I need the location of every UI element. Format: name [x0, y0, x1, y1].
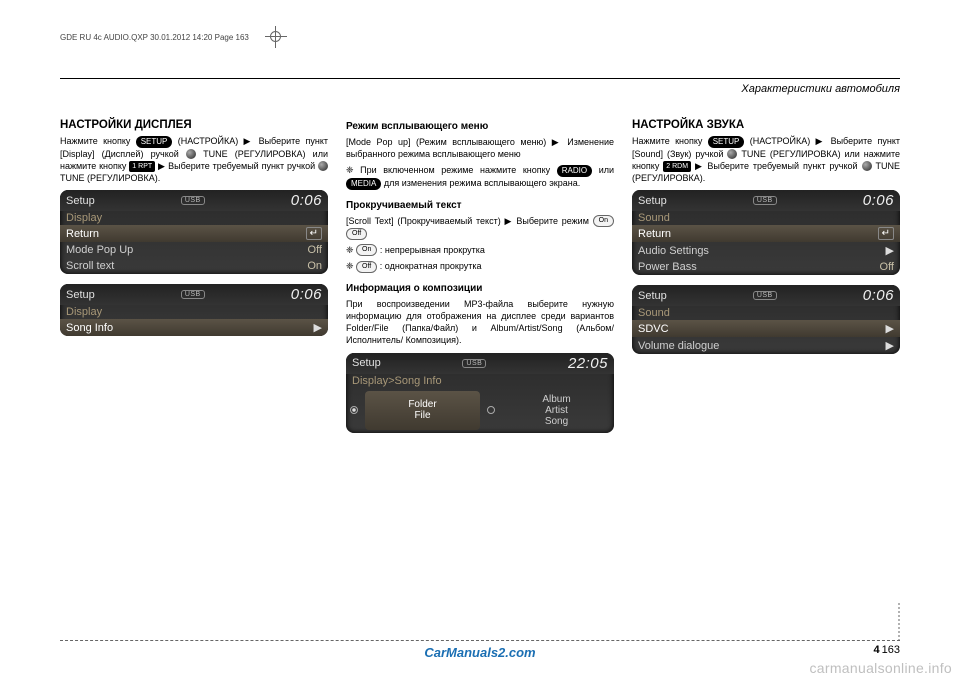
menu-row: Song Info ▶	[60, 319, 328, 336]
chevron-right-icon: ▶	[886, 244, 894, 257]
rpt-button-label: 1 RPT	[129, 161, 155, 172]
off-pill: Off	[356, 261, 377, 273]
rdm-button-label: 2 RDM	[663, 161, 691, 172]
col2-para-a: [Mode Pop up] (Режим всплывающего меню) …	[346, 136, 614, 160]
setup-button-label: SETUP	[708, 136, 745, 148]
menu-row: Mode Pop Up Off	[60, 242, 328, 258]
tune-knob-icon	[318, 161, 328, 171]
col2-para-b: ❈ При включенном режиме нажмите кнопку R…	[346, 164, 614, 189]
chevron-right-icon: ▶	[886, 339, 894, 352]
col1-paragraph: Нажмите кнопку SETUP (НАСТРОЙКА) ▶ Выбер…	[60, 135, 328, 184]
display-screen-4: Setup USB 0:06 Sound Return ↵ Audio Sett…	[632, 190, 900, 275]
radio-button-label: RADIO	[557, 165, 592, 177]
column-1: НАСТРОЙКИ ДИСПЛЕЯ Нажмите кнопку SETUP (…	[60, 111, 328, 443]
col2-para-d: ❈ On : непрерывная прокрутка	[346, 244, 614, 257]
usb-icon: USB	[462, 359, 486, 368]
page-header-text: Характеристики автомобиля	[741, 83, 900, 95]
menu-row: Audio Settings ▶	[632, 242, 900, 259]
menu-row: Power Bass Off	[632, 259, 900, 275]
display-screen-1: Setup USB 0:06 Display Return ↵ Mode Pop…	[60, 190, 328, 274]
songinfo-option-album: AlbumArtistSong	[499, 388, 614, 433]
menu-row: SDVC ▶	[632, 320, 900, 337]
col2-heading-c: Информация о композиции	[346, 283, 614, 294]
display-screen-2: Setup USB 0:06 Display Song Info ▶	[60, 284, 328, 336]
page-header: Характеристики автомобиля	[60, 79, 900, 105]
col3-paragraph: Нажмите кнопку SETUP (НАСТРОЙКА) ▶ Выбер…	[632, 135, 900, 184]
page-frame: Характеристики автомобиля НАСТРОЙКИ ДИСП…	[60, 78, 900, 638]
col1-heading: НАСТРОЙКИ ДИСПЛЕЯ	[60, 119, 328, 131]
menu-row: Return ↵	[632, 225, 900, 242]
on-pill: On	[593, 215, 614, 227]
usb-icon: USB	[181, 196, 205, 205]
tune-knob-icon	[186, 149, 196, 159]
radio-selected-icon	[350, 406, 358, 414]
usb-icon: USB	[753, 196, 777, 205]
col2-para-c: [Scroll Text] (Прокручиваемый текст) ▶ В…	[346, 215, 614, 240]
menu-row: Return ↵	[60, 225, 328, 242]
page-number: 4163	[874, 644, 900, 656]
menu-row: Scroll text On	[60, 258, 328, 274]
print-header-text: GDE RU 4c AUDIO.QXP 30.01.2012 14:20 Pag…	[60, 33, 249, 42]
display-screen-5: Setup USB 0:06 Sound SDVC ▶ Volume dialo…	[632, 285, 900, 354]
usb-icon: USB	[753, 291, 777, 300]
site-watermark: carmanualsonline.info	[810, 660, 953, 676]
column-2: Режим всплывающего меню [Mode Pop up] (Р…	[346, 111, 614, 443]
tune-knob-icon	[727, 149, 737, 159]
on-pill: On	[356, 244, 377, 256]
menu-row: Volume dialogue ▶	[632, 337, 900, 354]
chevron-right-icon: ▶	[886, 322, 894, 335]
return-icon: ↵	[306, 227, 322, 240]
crop-mark-icon	[265, 26, 287, 48]
column-3: НАСТРОЙКА ЗВУКА Нажмите кнопку SETUP (НА…	[632, 111, 900, 443]
radio-unselected-icon	[487, 406, 495, 414]
col2-para-e: ❈ Off : однократная прокрутка	[346, 260, 614, 273]
off-pill: Off	[346, 228, 367, 240]
display-screen-3: Setup USB 22:05 Display>Song Info Folder…	[346, 353, 614, 433]
tune-knob-icon	[862, 161, 872, 171]
return-icon: ↵	[878, 227, 894, 240]
col2-para-f: При воспроизведении MP3-файла выберите н…	[346, 298, 614, 347]
col3-heading: НАСТРОЙКА ЗВУКА	[632, 119, 900, 131]
songinfo-option-folder: FolderFile	[365, 391, 480, 430]
setup-button-label: SETUP	[136, 136, 173, 148]
chevron-right-icon: ▶	[314, 321, 322, 334]
usb-icon: USB	[181, 290, 205, 299]
print-header: GDE RU 4c AUDIO.QXP 30.01.2012 14:20 Pag…	[60, 26, 287, 48]
media-button-label: MEDIA	[346, 178, 381, 190]
col2-heading-b: Прокручиваемый текст	[346, 200, 614, 211]
content-columns: НАСТРОЙКИ ДИСПЛЕЯ Нажмите кнопку SETUP (…	[60, 105, 900, 443]
watermark-link[interactable]: CarManuals2.com	[424, 645, 535, 660]
col2-heading-a: Режим всплывающего меню	[346, 121, 614, 132]
footer-dots	[898, 602, 900, 642]
page-footer: CarManuals2.com 4163	[60, 640, 900, 660]
